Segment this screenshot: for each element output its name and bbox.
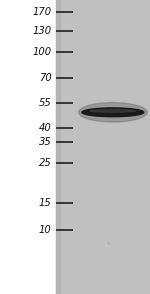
Ellipse shape (90, 110, 136, 112)
Text: 170: 170 (33, 7, 52, 17)
Text: 25: 25 (39, 158, 52, 168)
Text: 100: 100 (33, 47, 52, 57)
Text: 55: 55 (39, 98, 52, 108)
Bar (56, 0, 60, 294)
Text: 35: 35 (39, 137, 52, 147)
Text: 70: 70 (39, 74, 52, 83)
Text: 10: 10 (39, 225, 52, 235)
Bar (56, 0, 150, 294)
Text: 15: 15 (39, 198, 52, 208)
Ellipse shape (82, 108, 144, 117)
Text: 130: 130 (33, 26, 52, 36)
Ellipse shape (79, 103, 147, 122)
Text: 40: 40 (39, 123, 52, 133)
Bar (0, 0, 56, 294)
